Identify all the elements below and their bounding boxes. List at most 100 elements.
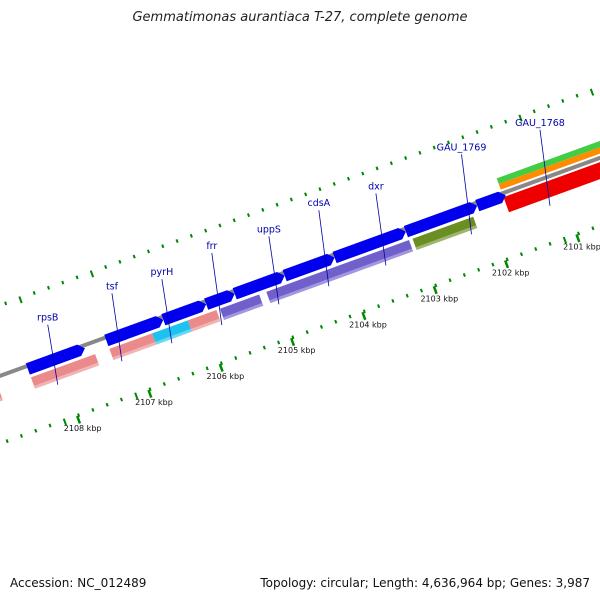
genome-summary-text: Topology: circular; Length: 4,636,964 bp…	[260, 576, 590, 590]
olive-feature	[412, 216, 478, 251]
gene-leader-line	[111, 293, 123, 362]
tick-mark	[219, 361, 224, 366]
tick-mark	[391, 298, 395, 303]
tick-mark	[361, 171, 365, 176]
gene-leader-line	[211, 253, 223, 326]
tick-mark	[505, 257, 509, 262]
major-tick	[575, 234, 581, 243]
page-title: Gemmatimonas aurantiaca T-27, complete g…	[132, 10, 468, 25]
tick-mark	[434, 283, 438, 288]
accession-text: Accession: NC_012489	[10, 576, 147, 590]
cds-arrow	[161, 300, 207, 326]
scale-label: 2101 kbp	[563, 243, 600, 252]
scale-label: 2104 kbp	[349, 320, 387, 329]
tick-mark	[205, 366, 209, 371]
inner-tick-ring	[4, 88, 595, 306]
outer-tick-ring	[5, 226, 595, 444]
tick-mark	[477, 267, 481, 272]
tick-mark	[448, 278, 452, 283]
tick-mark	[189, 233, 193, 238]
tick-mark	[519, 252, 524, 257]
tick-mark	[334, 319, 338, 324]
gene-leader-line	[375, 193, 387, 266]
tick-mark	[562, 236, 568, 244]
scale-label: 2108 kbp	[64, 424, 102, 433]
gene-leader-line	[47, 324, 59, 385]
tick-mark	[577, 231, 581, 236]
tick-mark	[234, 356, 238, 361]
tick-mark	[146, 249, 151, 254]
gene-leader-line	[461, 154, 472, 235]
cds-arrow	[232, 272, 285, 300]
tick-mark	[5, 439, 9, 444]
feature-highlight	[269, 248, 414, 304]
major-tick	[76, 415, 82, 424]
tick-mark	[48, 423, 52, 428]
tick-mark	[75, 275, 79, 280]
feature-highlight	[223, 302, 264, 321]
feature-track	[0, 216, 478, 402]
tick-mark	[418, 150, 422, 155]
tick-mark	[175, 239, 179, 244]
major-tick	[504, 259, 510, 269]
tick-mark	[532, 109, 536, 114]
tick-mark	[261, 207, 265, 212]
scale-label: 2107 kbp	[135, 398, 173, 407]
tick-mark	[446, 140, 451, 145]
tick-mark	[405, 293, 409, 298]
gene-label: frr	[206, 241, 217, 252]
tick-mark	[389, 161, 393, 166]
tick-mark	[346, 176, 351, 181]
gene-label: tsf	[106, 281, 119, 292]
green-ring-segment	[496, 140, 600, 185]
tick-mark	[277, 340, 281, 345]
tick-mark	[546, 104, 551, 109]
gene-leader-line	[268, 236, 280, 305]
tick-mark	[91, 407, 95, 412]
tick-mark	[61, 280, 65, 285]
tick-mark	[348, 314, 352, 319]
major-tick	[218, 363, 224, 373]
gene-label-track: rpsB tsf pyrH frr uppS cdsA dxr GAU_1769 GAU_176…	[37, 118, 565, 385]
trna-feature	[152, 320, 192, 345]
tick-mark	[32, 290, 36, 295]
feature-highlight	[155, 328, 192, 345]
tick-mark	[318, 187, 322, 192]
cds-track	[25, 191, 506, 375]
tick-mark	[248, 350, 252, 355]
cds-arrow	[475, 191, 506, 212]
tick-mark	[589, 88, 595, 96]
tick-mark	[462, 273, 466, 277]
tick-mark	[504, 119, 508, 124]
tick-mark	[204, 228, 208, 233]
feature-highlight	[190, 318, 221, 332]
gene-leader-line	[161, 279, 173, 344]
scale-label: 2102 kbp	[492, 268, 530, 277]
tick-mark	[548, 241, 552, 246]
major-tick	[147, 389, 153, 398]
scale-track: 2108 kbp 2107 kbp 2106 kbp 2105 kbp 2104 kbp…	[4, 88, 600, 444]
tick-mark	[489, 124, 493, 129]
tick-mark	[19, 433, 24, 438]
tick-mark	[291, 335, 295, 340]
rrna-feature	[0, 392, 3, 402]
tick-mark	[591, 226, 595, 231]
feature-highlight	[0, 397, 3, 402]
feature-highlight	[33, 362, 100, 389]
tick-mark	[475, 130, 479, 135]
cds-arrow	[204, 290, 235, 310]
cds-arrow	[25, 344, 85, 375]
tick-mark	[118, 259, 122, 264]
tick-mark	[89, 270, 95, 278]
tick-mark	[77, 413, 81, 418]
tick-mark	[304, 192, 308, 197]
gene-label: GAU_1768	[515, 118, 565, 129]
tick-mark	[232, 218, 236, 223]
tick-mark	[305, 330, 309, 335]
cds-arrow	[282, 253, 335, 282]
tick-mark	[246, 213, 251, 218]
cds-arrow	[332, 227, 406, 264]
purple-feature	[219, 294, 264, 321]
tick-mark	[461, 135, 465, 140]
